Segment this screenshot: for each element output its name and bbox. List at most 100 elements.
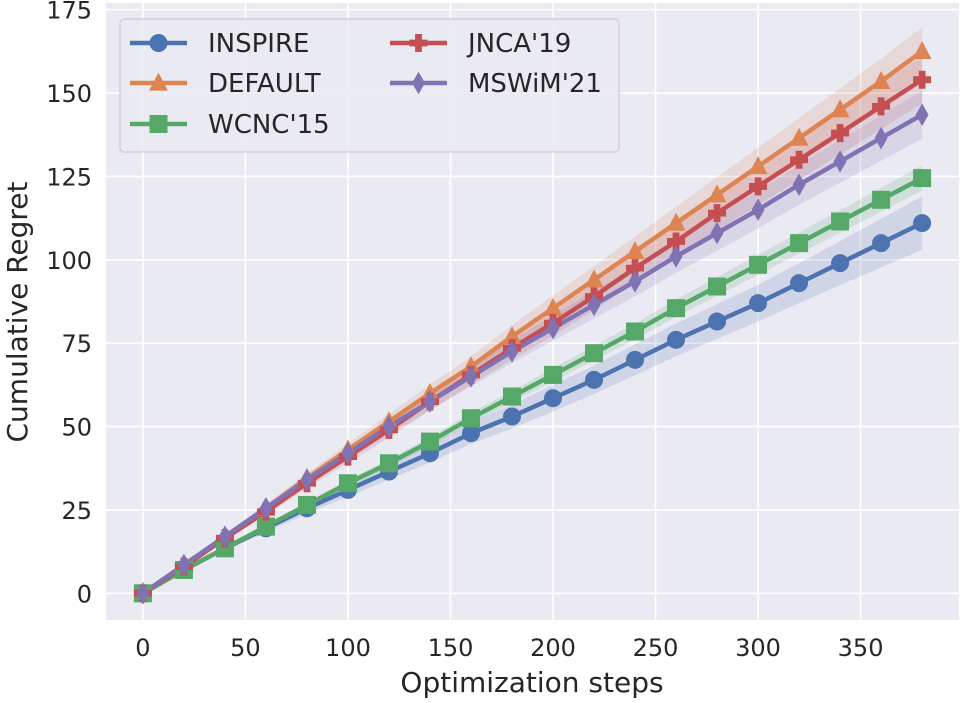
marker-wcnc-15 bbox=[626, 322, 645, 341]
legend-label: DEFAULT bbox=[208, 69, 321, 99]
legend-marker bbox=[149, 34, 168, 52]
marker-mswim-21 bbox=[177, 553, 191, 577]
marker-inspire bbox=[544, 389, 563, 408]
marker-mswim-21 bbox=[710, 221, 724, 245]
marker-inspire bbox=[790, 274, 809, 293]
marker-wcnc-15 bbox=[872, 190, 891, 209]
marker-wcnc-15 bbox=[790, 234, 809, 253]
marker-inspire bbox=[708, 312, 727, 331]
x-axis-title: Optimization steps bbox=[400, 666, 663, 699]
marker-default bbox=[625, 241, 645, 260]
x-tick-label: 150 bbox=[428, 634, 474, 662]
marker-wcnc-15 bbox=[708, 277, 727, 296]
marker-mswim-21 bbox=[833, 150, 847, 173]
legend-item: INSPIRE bbox=[130, 29, 309, 59]
marker-inspire bbox=[502, 407, 521, 426]
y-tick-label: 175 bbox=[46, 0, 92, 25]
band-default bbox=[142, 27, 923, 594]
y-axis-title: Cumulative Regret bbox=[1, 181, 34, 442]
legend-label: WCNC'15 bbox=[208, 110, 330, 140]
marker-default bbox=[871, 71, 891, 90]
marker-default bbox=[502, 326, 522, 345]
y-tick-labels: 0 25 50 75 100 125 150 175 bbox=[46, 0, 92, 608]
marker-mswim-21 bbox=[792, 173, 806, 197]
legend-item: JNCA'19 bbox=[390, 29, 571, 59]
marker-wcnc-15 bbox=[256, 517, 275, 536]
marker-default bbox=[830, 99, 850, 118]
legend-label: INSPIRE bbox=[208, 29, 309, 59]
marker-wcnc-15 bbox=[215, 539, 234, 558]
legend-marker bbox=[149, 72, 168, 91]
marker-jnca-19 bbox=[667, 232, 686, 251]
y-tick-label: 25 bbox=[61, 497, 92, 525]
marker-inspire bbox=[749, 294, 768, 313]
legend-label: MSWiM'21 bbox=[468, 69, 602, 99]
marker-jnca-19 bbox=[913, 70, 932, 89]
legend-item: WCNC'15 bbox=[130, 110, 330, 140]
marker-wcnc-15 bbox=[749, 255, 768, 274]
marker-jnca-19 bbox=[872, 97, 891, 116]
x-tick-label: 300 bbox=[735, 634, 781, 662]
marker-wcnc-15 bbox=[913, 169, 932, 188]
marker-mswim-21 bbox=[874, 126, 888, 150]
x-tick-label: 50 bbox=[230, 634, 261, 662]
marker-wcnc-15 bbox=[585, 344, 604, 363]
x-tick-labels: 0 50 100 150 200 250 300 350 bbox=[135, 634, 883, 662]
legend-marker bbox=[409, 34, 428, 52]
marker-wcnc-15 bbox=[420, 432, 439, 451]
legend-item: MSWiM'21 bbox=[390, 69, 602, 99]
x-tick-label: 0 bbox=[135, 634, 150, 662]
marker-mswim-21 bbox=[136, 582, 150, 605]
marker-mswim-21 bbox=[505, 340, 519, 363]
line-jnca-19 bbox=[141, 77, 924, 596]
marker-mswim-21 bbox=[464, 365, 478, 388]
y-tick-label: 0 bbox=[77, 580, 92, 608]
marker-default bbox=[707, 184, 727, 203]
y-tick-label: 75 bbox=[61, 330, 92, 358]
marker-inspire bbox=[626, 350, 645, 369]
marker-default bbox=[748, 156, 768, 175]
marker-default bbox=[666, 212, 686, 231]
marker-wcnc-15 bbox=[379, 454, 398, 473]
marker-jnca-19 bbox=[708, 204, 727, 223]
y-tick-label: 125 bbox=[46, 163, 92, 191]
marker-mswim-21 bbox=[915, 103, 929, 126]
marker-wcnc-15 bbox=[502, 387, 521, 406]
x-tick-label: 100 bbox=[325, 634, 371, 662]
line-mswim-21 bbox=[141, 112, 924, 596]
legend-marker bbox=[412, 71, 425, 95]
marker-jnca-19 bbox=[626, 259, 645, 278]
legend-marker bbox=[149, 115, 168, 133]
legend-frame bbox=[119, 18, 620, 153]
marker-mswim-21 bbox=[587, 293, 601, 317]
marker-inspire bbox=[585, 370, 604, 389]
marker-mswim-21 bbox=[546, 316, 560, 340]
marker-mswim-21 bbox=[341, 441, 355, 465]
x-tick-label: 200 bbox=[530, 634, 576, 662]
marker-inspire bbox=[831, 254, 850, 273]
marker-mswim-21 bbox=[218, 525, 232, 548]
marker-inspire bbox=[461, 424, 480, 443]
marker-inspire bbox=[667, 330, 686, 349]
marker-mswim-21 bbox=[423, 390, 437, 413]
y-tick-label: 100 bbox=[46, 247, 92, 275]
series-markers bbox=[133, 41, 932, 605]
y-tick-label: 150 bbox=[46, 80, 92, 108]
marker-mswim-21 bbox=[300, 468, 314, 492]
marker-inspire bbox=[872, 234, 891, 253]
marker-mswim-21 bbox=[628, 270, 642, 293]
marker-default bbox=[461, 356, 481, 375]
marker-mswim-21 bbox=[382, 415, 396, 438]
marker-default bbox=[584, 269, 604, 288]
legend: INSPIRE DEFAULT WCNC'15 JNCA'19 MSWiM'21 bbox=[119, 18, 620, 153]
x-tick-label: 350 bbox=[838, 634, 884, 662]
y-tick-label: 50 bbox=[61, 414, 92, 442]
marker-inspire bbox=[913, 214, 932, 233]
marker-default bbox=[543, 297, 563, 316]
marker-wcnc-15 bbox=[544, 365, 563, 384]
legend-item: DEFAULT bbox=[130, 69, 321, 99]
marker-default bbox=[912, 41, 932, 60]
marker-jnca-19 bbox=[790, 150, 809, 169]
marker-wcnc-15 bbox=[831, 212, 850, 231]
